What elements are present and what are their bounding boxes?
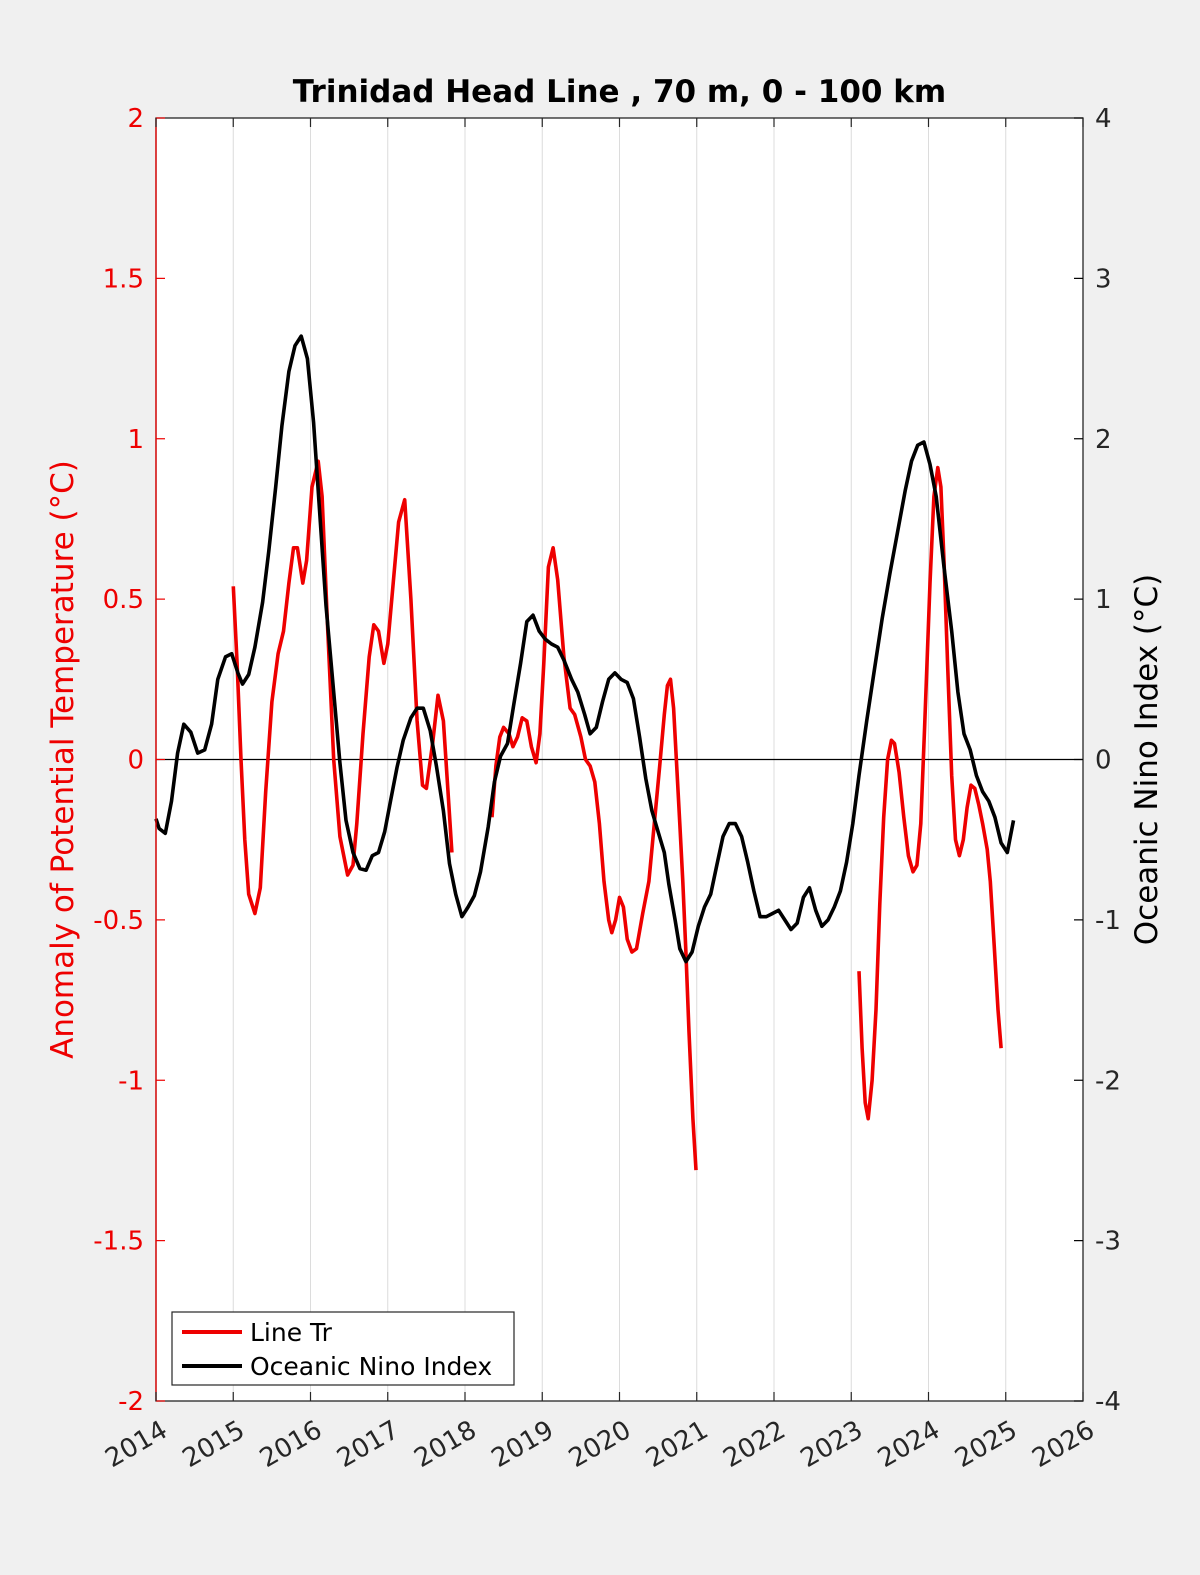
line-tr-series xyxy=(231,459,454,916)
right-axis-title: Oceanic Nino Index (°C) xyxy=(1129,574,1165,945)
left-tick-label: -1.5 xyxy=(93,1227,144,1257)
right-y-axis: 4 3 2 1 0 -1 -2 -3 -4 xyxy=(1074,104,1121,1417)
left-tick-label: 0.5 xyxy=(103,585,144,615)
left-tick-label: 2 xyxy=(127,104,144,134)
legend: Line Tr Oceanic Nino Index xyxy=(171,1311,515,1386)
chart-title: Trinidad Head Line , 70 m, 0 - 100 km xyxy=(293,74,946,110)
left-axis-title: Anomaly of Potential Temperature (°C) xyxy=(45,460,81,1059)
right-tick-label: 4 xyxy=(1095,104,1112,134)
right-tick-label: -1 xyxy=(1095,906,1121,936)
right-tick-label: 2 xyxy=(1095,425,1112,455)
line-tr-series xyxy=(490,546,698,1171)
right-tick-label: 0 xyxy=(1095,746,1112,776)
legend-label-oni: Oceanic Nino Index xyxy=(250,1352,492,1381)
left-tick-label: -1 xyxy=(118,1066,144,1096)
oni-series xyxy=(154,334,1016,964)
left-tick-label: -2 xyxy=(118,1387,144,1417)
right-tick-label: 1 xyxy=(1095,585,1112,615)
legend-label-line-tr: Line Tr xyxy=(250,1318,333,1347)
left-tick-label: 0 xyxy=(127,746,144,776)
right-tick-label: -3 xyxy=(1095,1227,1121,1257)
right-tick-label: -2 xyxy=(1095,1066,1121,1096)
right-tick-label: 3 xyxy=(1095,264,1112,294)
legend-box xyxy=(171,1311,515,1386)
left-tick-label: 1.5 xyxy=(103,264,144,294)
line-tr-series xyxy=(857,465,1003,1121)
left-tick-label: 1 xyxy=(127,425,144,455)
left-tick-label: -0.5 xyxy=(93,906,144,936)
right-tick-label: -4 xyxy=(1095,1387,1121,1417)
left-y-axis: 2 1.5 1 0.5 0 -0.5 -1 -1.5 -2 xyxy=(93,104,165,1417)
series-layer xyxy=(154,334,1016,1171)
